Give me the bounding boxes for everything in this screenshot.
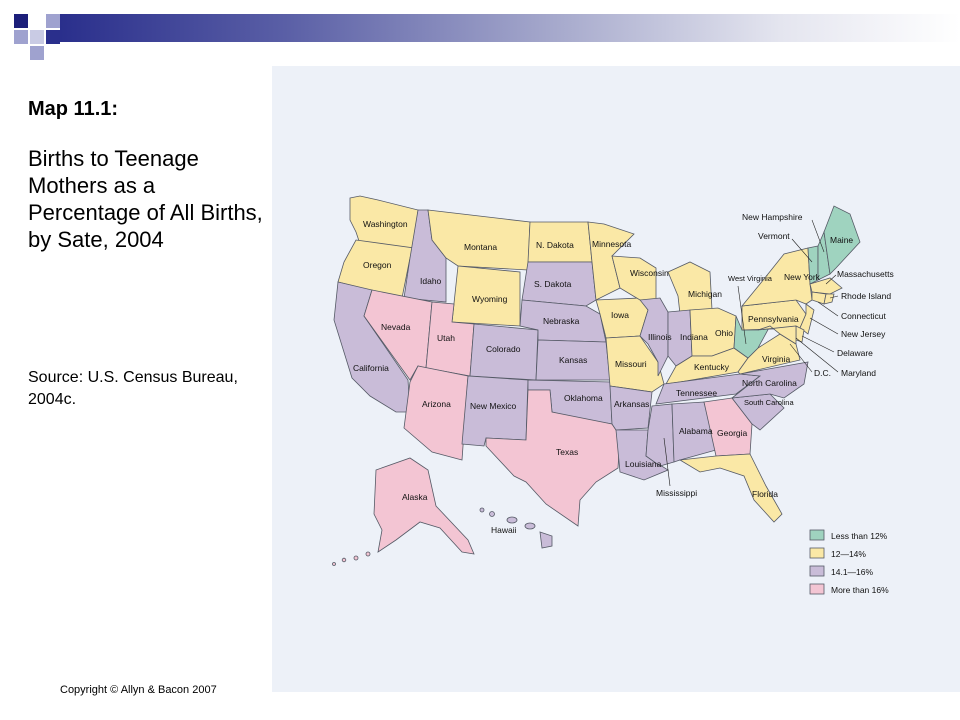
label-north-carolina: North Carolina: [742, 378, 797, 388]
slide-title: Map 11.1:: [28, 98, 119, 120]
label-utah: Utah: [437, 333, 455, 343]
label-mississippi: Mississippi: [656, 488, 697, 498]
map-panel: .g { fill: #9fd3bf; } .y { fill: #fae8a6…: [272, 66, 960, 692]
leader-lines: [663, 219, 839, 487]
label-kentucky: Kentucky: [694, 362, 730, 372]
header-square: [30, 14, 44, 28]
label-hawaii: Hawaii: [491, 525, 517, 535]
label-maryland: Maryland: [841, 368, 876, 378]
legend-swatch: [809, 583, 825, 595]
label-nebraska: Nebraska: [543, 316, 580, 326]
label-california: California: [353, 363, 389, 373]
state-wisconsin: [611, 255, 657, 301]
label-alabama: Alabama: [679, 426, 713, 436]
source-note: Source: U.S. Census Bureau, 2004c.: [28, 369, 238, 408]
state-massachusetts: [809, 277, 843, 295]
legend-label: 12—14%: [831, 549, 866, 559]
label-virginia: Virginia: [762, 354, 790, 364]
header-square: [14, 30, 28, 44]
label-colorado: Colorado: [486, 344, 521, 354]
label-wisconsin: Wisconsin: [630, 268, 669, 278]
label-florida: Florida: [752, 489, 778, 499]
state-new-mexico: [461, 375, 529, 447]
state-alabama: [671, 401, 717, 463]
alaska-islands: [332, 551, 371, 566]
header-gradient-bar: [60, 14, 960, 42]
label-west-virginia: West Virginia: [728, 274, 773, 283]
state-rhode-island: [823, 293, 835, 305]
label-alaska: Alaska: [402, 492, 428, 502]
state-hawaii: [479, 507, 553, 549]
state-mississippi: [645, 403, 675, 467]
label-vermont: Vermont: [758, 231, 790, 241]
label-louisiana: Louisiana: [625, 459, 662, 469]
label-south-dakota: S. Dakota: [534, 279, 572, 289]
label-michigan: Michigan: [688, 289, 722, 299]
header-square: [46, 30, 60, 44]
state-alaska: [373, 457, 475, 555]
label-massachusetts: Massachusetts: [837, 269, 894, 279]
label-maine: Maine: [830, 235, 853, 245]
label-arkansas: Arkansas: [614, 399, 649, 409]
label-north-dakota: N. Dakota: [536, 240, 574, 250]
legend-swatch: [809, 565, 825, 577]
label-oregon: Oregon: [363, 260, 392, 270]
header-square: [46, 14, 60, 28]
label-idaho: Idaho: [420, 276, 442, 286]
label-texas: Texas: [556, 447, 578, 457]
legend-label: Less than 12%: [831, 531, 888, 541]
header-square: [14, 14, 28, 28]
state-arizona: [403, 365, 469, 461]
state-florida: [678, 453, 783, 523]
copyright-note: Copyright © Allyn & Bacon 2007: [60, 684, 217, 696]
label-wyoming: Wyoming: [472, 294, 508, 304]
label-new-jersey: New Jersey: [841, 329, 886, 339]
us-map: .g { fill: #9fd3bf; } .y { fill: #fae8a6…: [332, 195, 894, 595]
legend-label: More than 16%: [831, 585, 889, 595]
legend-swatch: [809, 529, 825, 541]
label-iowa: Iowa: [611, 310, 629, 320]
label-indiana: Indiana: [680, 332, 708, 342]
legend-swatch: [809, 547, 825, 559]
label-arizona: Arizona: [422, 399, 451, 409]
state-michigan: [667, 261, 713, 315]
label-montana: Montana: [464, 242, 497, 252]
header-square: [30, 30, 44, 44]
state-texas: [485, 389, 621, 527]
label-georgia: Georgia: [717, 428, 748, 438]
state-georgia: [703, 397, 753, 457]
slide-subtitle: Births to Teenage Mothers as a Percentag…: [28, 146, 263, 252]
label-illinois: Illinois: [648, 332, 672, 342]
state-arkansas: [609, 385, 653, 431]
label-new-york: New York: [784, 272, 821, 282]
label-delaware: Delaware: [837, 348, 873, 358]
label-tennessee: Tennessee: [676, 388, 717, 398]
label-kansas: Kansas: [559, 355, 587, 365]
label-nevada: Nevada: [381, 322, 411, 332]
label-connecticut: Connecticut: [841, 311, 887, 321]
label-missouri: Missouri: [615, 359, 647, 369]
label-south-carolina: South Carolina: [744, 398, 794, 407]
state-illinois: [639, 297, 669, 377]
label-washington: Washington: [363, 219, 408, 229]
state-maine: [823, 205, 861, 275]
state-virginia: [737, 333, 801, 375]
label-new-hampshire: New Hampshire: [742, 212, 803, 222]
label-dc: D.C.: [814, 368, 831, 378]
state-maryland: [757, 325, 797, 345]
map-legend: Less than 12% 12—14% 14.1—16% More than …: [809, 529, 889, 595]
state-connecticut: [811, 291, 827, 305]
label-oklahoma: Oklahoma: [564, 393, 603, 403]
label-new-mexico: New Mexico: [470, 401, 517, 411]
legend-label: 14.1—16%: [831, 567, 873, 577]
label-rhode-island: Rhode Island: [841, 291, 891, 301]
label-minnesota: Minnesota: [592, 239, 631, 249]
label-pennsylvania: Pennsylvania: [748, 314, 799, 324]
state-south-dakota: [521, 261, 597, 307]
label-ohio: Ohio: [715, 328, 733, 338]
header-square: [30, 46, 44, 60]
